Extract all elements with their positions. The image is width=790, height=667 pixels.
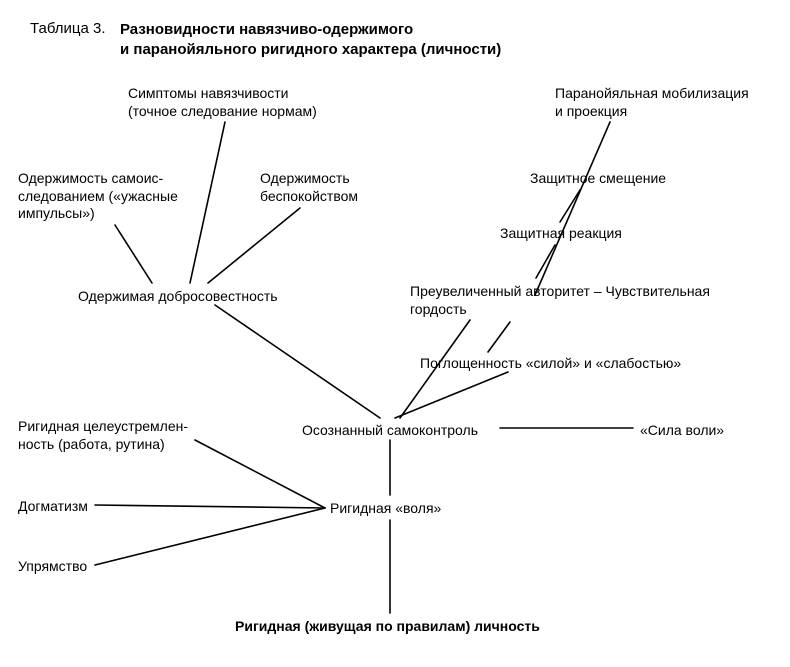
- node-def-reaction: Защитная реакция: [500, 225, 622, 243]
- node-authority: Преувеличенный авторитет – Чувствительна…: [410, 283, 710, 318]
- node-stubbornness: Упрямство: [18, 558, 87, 576]
- node-paranoid: Паранойяльная мобилизация и проекция: [555, 85, 749, 120]
- node-strength: Поглощенность «силой» и «слабостью»: [420, 355, 681, 373]
- node-dogmatism: Догматизм: [18, 498, 88, 516]
- node-self-exam: Одержимость самоис- следованием («ужасны…: [18, 170, 178, 223]
- node-symptoms: Симптомы навязчивости (точное следование…: [128, 85, 317, 120]
- diagram-canvas: Таблица 3. Разновидности навязчиво-одерж…: [0, 0, 790, 667]
- node-def-displacement: Защитное смещение: [530, 170, 666, 188]
- node-worry: Одержимость беспокойством: [260, 170, 358, 205]
- node-self-control: Осознанный самоконтроль: [302, 422, 478, 440]
- node-goal-directed: Ригидная целеустремлен- ность (работа, р…: [18, 418, 188, 453]
- node-rigid-personality: Ригидная (живущая по правилам) личность: [235, 618, 540, 636]
- node-conscientious: Одержимая добросовестность: [78, 288, 278, 306]
- node-rigid-will: Ригидная «воля»: [330, 500, 441, 518]
- node-willpower: «Сила воли»: [640, 422, 724, 440]
